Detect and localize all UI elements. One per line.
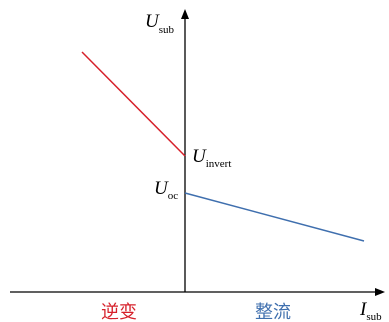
x-axis-label: Isub	[359, 299, 382, 322]
rectify-characteristic-line	[184, 192, 365, 242]
region-left-label: 逆变	[101, 302, 137, 322]
region-right-label: 整流	[255, 302, 291, 322]
y-axis-label: Usub	[145, 11, 175, 36]
oc-point-label: Uoc	[154, 178, 178, 202]
invert-characteristic-line	[81, 51, 186, 157]
invert-point-label: Uinvert	[192, 146, 231, 170]
